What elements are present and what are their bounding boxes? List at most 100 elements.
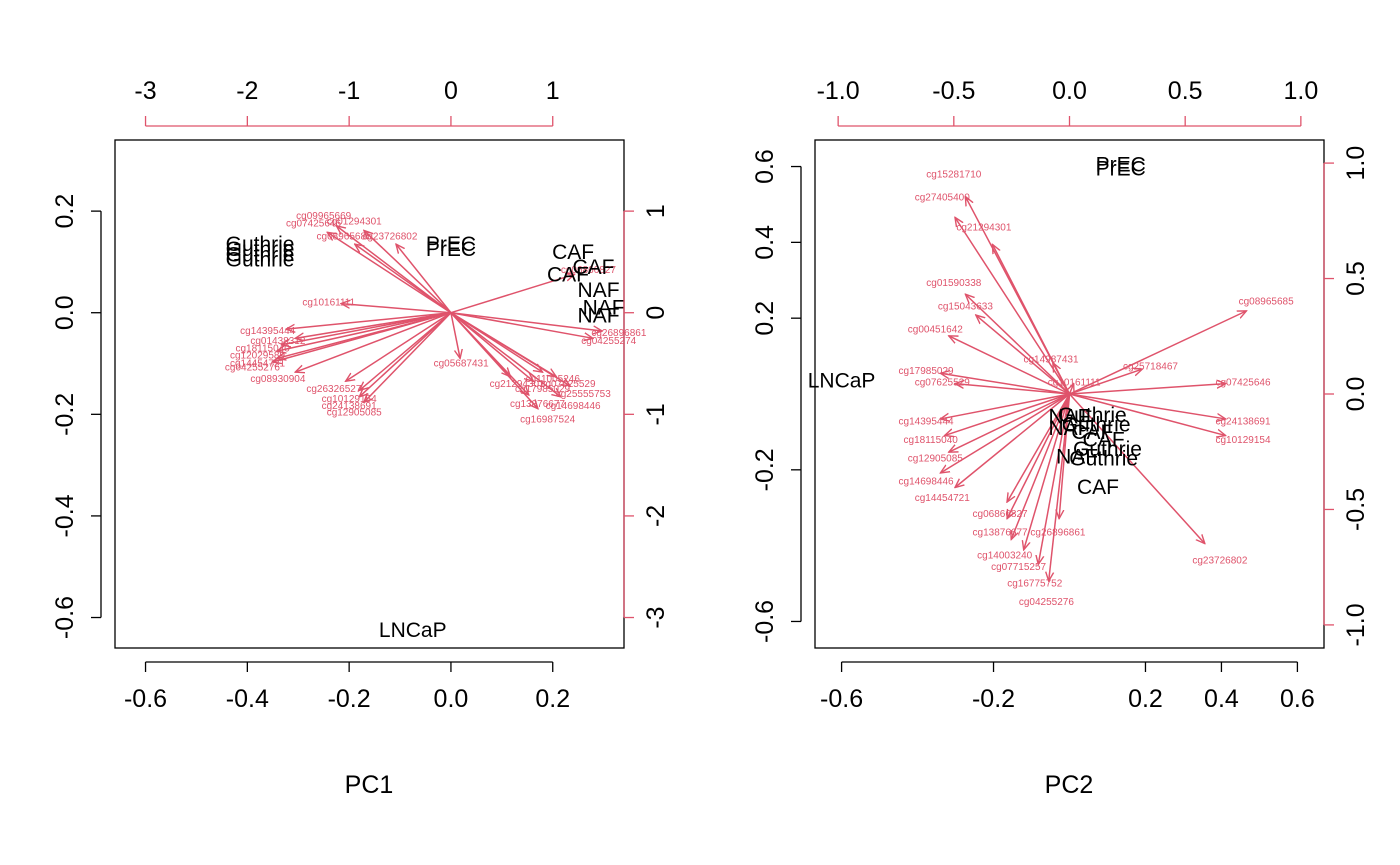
y-tick-label: 0.0 xyxy=(51,295,79,330)
loading-label: cg10129154 xyxy=(1215,435,1270,446)
loading-label: cg05687431 xyxy=(434,359,489,370)
loading-arrow xyxy=(1069,393,1226,419)
loading-arrow xyxy=(949,393,1070,452)
observation-label: PrEC xyxy=(426,233,476,256)
loading-arrow xyxy=(396,244,452,314)
observation-label: PrEC xyxy=(426,238,476,261)
x-tick-label: -0.6 xyxy=(124,685,167,713)
loading-label: cg21294301 xyxy=(956,223,1011,234)
top-tick-label: -1.0 xyxy=(817,77,860,105)
loading-label: cg15043633 xyxy=(938,301,993,312)
observation-label: CAF xyxy=(1077,476,1119,499)
loading-arrow xyxy=(277,311,452,351)
observation-labels: PrECPrECLNCaPNAFNAFGuthrieGuthrieCAFCAFG… xyxy=(808,154,1146,499)
x-tick-label: 0.2 xyxy=(1128,685,1163,713)
loading-label: cg13876677 xyxy=(973,528,1028,539)
top-tick-label: 0.5 xyxy=(1168,77,1203,105)
loading-label: cg26896861 xyxy=(1030,528,1085,539)
loading-label: cg13876677 xyxy=(510,399,565,410)
y-tick-label: -0.6 xyxy=(51,596,79,639)
observation-label: Guthrie xyxy=(226,243,295,266)
loading-label: cg25555753 xyxy=(556,389,611,400)
top-tick-label: 0.0 xyxy=(1052,77,1087,105)
loading-arrow xyxy=(1007,393,1071,519)
loading-label: cg26896861 xyxy=(591,328,646,339)
x-axis: -0.6 -0.2 0.2 0.4 0.6 xyxy=(820,661,1315,713)
y-axis: -0.6 -0.4 -0.2 0.0 0.2 xyxy=(51,194,102,639)
loading-label: cg10161111 xyxy=(302,298,355,309)
loading-arrow xyxy=(1059,393,1071,519)
loading-label: cg14698446 xyxy=(546,401,601,412)
loading-arrow xyxy=(450,312,460,359)
loading-arrow xyxy=(341,304,452,314)
observation-label: CAF xyxy=(1083,428,1125,451)
loading-arrow xyxy=(1069,393,1226,436)
loading-arrow xyxy=(1069,311,1247,395)
loading-arrow xyxy=(940,393,1070,473)
right-tick-label: -0.5 xyxy=(1342,488,1370,531)
loading-arrow xyxy=(364,312,452,403)
observation-label: NAF xyxy=(1049,417,1091,440)
observation-label: Guthrie xyxy=(226,238,295,261)
loading-label: cg08965685 xyxy=(1239,297,1294,308)
loading-label: cg12905085 xyxy=(327,407,382,418)
loading-label: cg07625529 xyxy=(915,377,970,388)
x-axis-title: PC1 xyxy=(345,771,394,799)
loading-label: cg14395444 xyxy=(899,417,954,428)
x-axis: -0.6 -0.4 -0.2 0.0 0.2 xyxy=(124,661,570,713)
loading-label: cg10129154 xyxy=(322,394,377,405)
loading-label: cg17985029 xyxy=(515,384,570,395)
observation-label: LNCaP xyxy=(808,370,876,393)
top-tick-label: -3 xyxy=(134,77,156,105)
loading-arrow xyxy=(955,393,1070,488)
x-tick-label: -0.2 xyxy=(328,685,371,713)
loading-label: cg24138691 xyxy=(1215,417,1270,428)
top-tick-label: -0.5 xyxy=(932,77,975,105)
loading-label: cg27405400 xyxy=(915,193,970,204)
x-tick-label: 0.6 xyxy=(1280,685,1315,713)
loading-label: cg00451642 xyxy=(908,324,963,335)
loading-arrow xyxy=(295,312,452,372)
loading-label: cg07425646 xyxy=(286,218,341,229)
loading-label: cg16987524 xyxy=(520,414,575,425)
loading-arrow xyxy=(1038,393,1071,564)
loading-arrow xyxy=(976,315,1070,395)
x-tick-label: 0.2 xyxy=(535,685,570,713)
right-tick-label: -3 xyxy=(642,606,670,628)
loading-arrow xyxy=(1024,393,1071,550)
loading-label: cg07715257 xyxy=(991,562,1046,573)
loading-label: cg01590338 xyxy=(926,278,981,289)
loading-label: cg04255276 xyxy=(225,363,280,374)
loading-label: cg07425646 xyxy=(1215,377,1270,388)
loading-arrow xyxy=(1069,369,1143,395)
observation-label: CAF xyxy=(1071,421,1113,444)
loading-label: cg14698446 xyxy=(899,477,954,488)
loading-label: cg01294301 xyxy=(327,216,382,227)
loading-arrow xyxy=(965,294,1071,395)
x-tick-label: -0.4 xyxy=(226,685,269,713)
observation-label: NAF xyxy=(1049,406,1091,429)
loading-arrow xyxy=(450,311,602,331)
observation-label: NAF xyxy=(578,279,620,302)
y-tick-label: 0.6 xyxy=(751,149,779,184)
top-tick-label: -2 xyxy=(236,77,258,105)
loading-arrow xyxy=(1007,393,1071,502)
y-tick-label: -0.4 xyxy=(51,494,79,537)
loading-label: cg14454721 xyxy=(915,493,970,504)
loading-arrow xyxy=(359,312,452,391)
top-tick-label: 0 xyxy=(444,77,458,105)
loading-arrow xyxy=(1049,393,1071,581)
loading-arrow xyxy=(1069,384,1226,395)
loading-arrows xyxy=(272,226,602,409)
loading-label: cg23726802 xyxy=(362,232,417,243)
x-tick-label: -0.6 xyxy=(820,685,863,713)
loading-label: cg09965669 xyxy=(296,211,351,222)
loading-arrow xyxy=(1070,384,1074,395)
loading-arrow xyxy=(450,312,561,397)
top-tick-label: 1.0 xyxy=(1283,77,1318,105)
loading-arrow xyxy=(359,312,452,397)
loading-label: cg06866827 xyxy=(973,509,1028,520)
